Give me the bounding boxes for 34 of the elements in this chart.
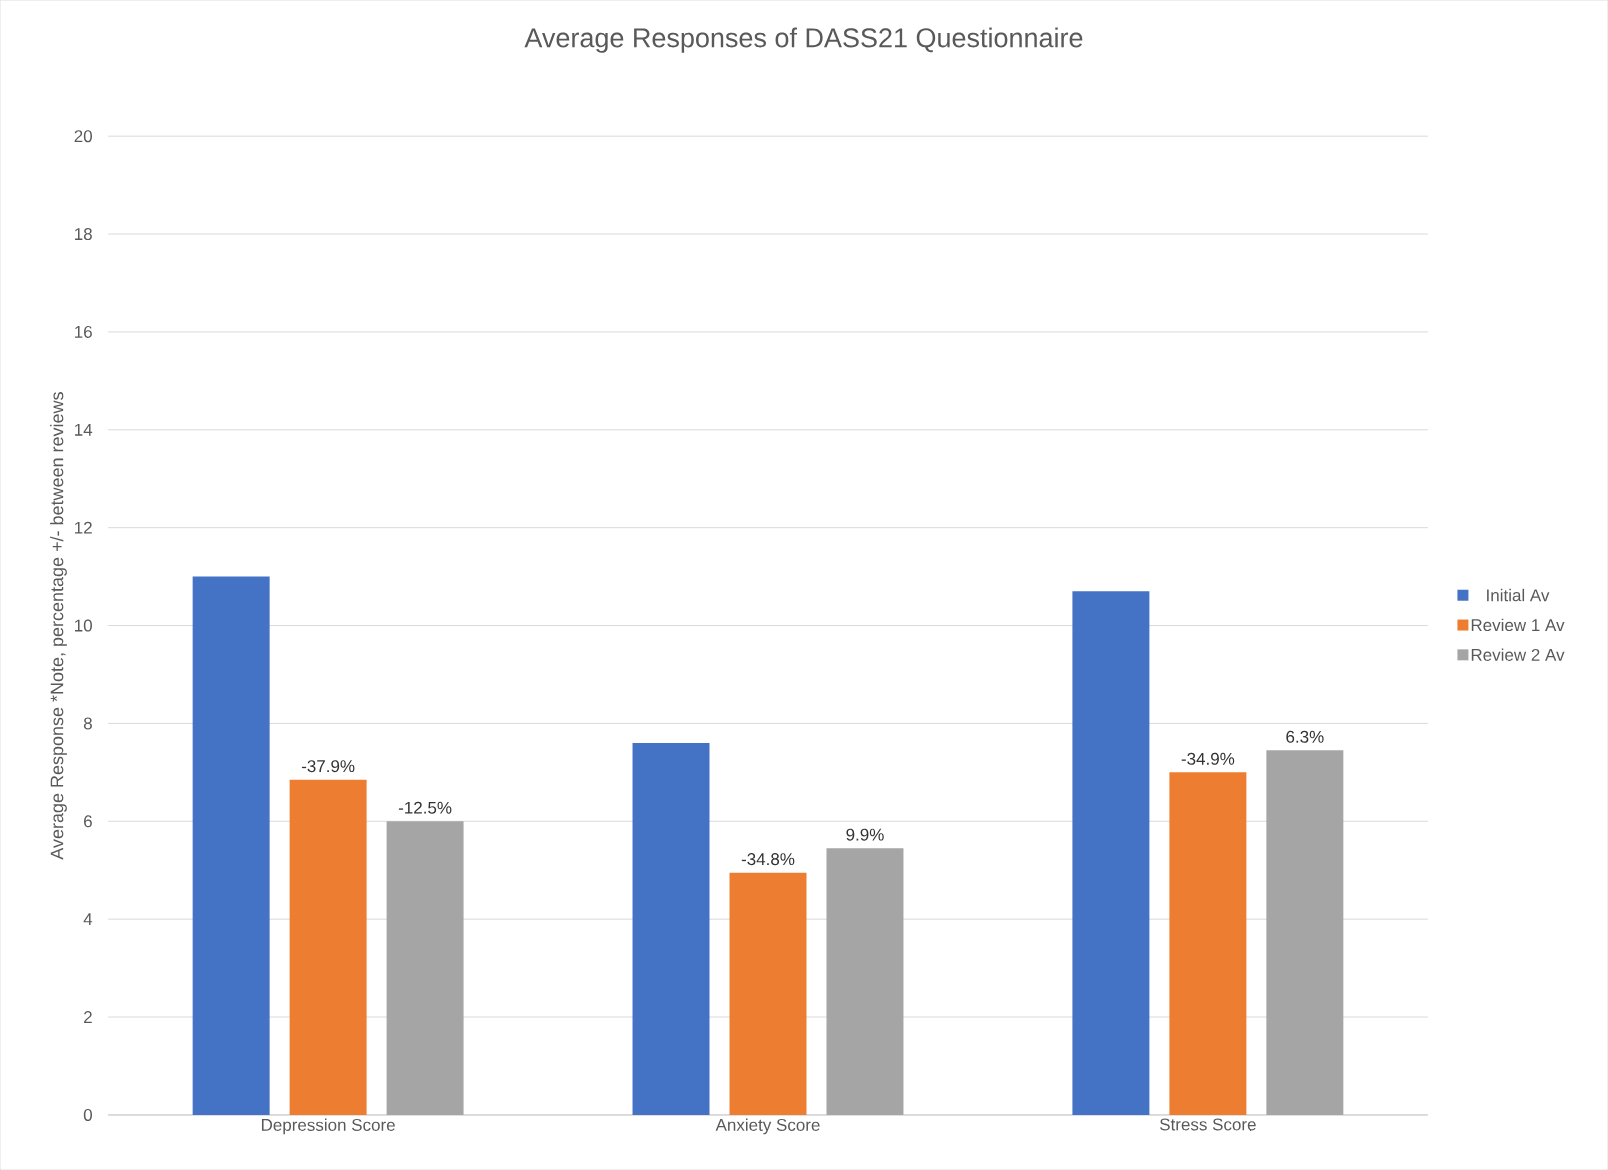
bar <box>826 848 904 1115</box>
y-tick-label: 18 <box>75 227 92 241</box>
x-tick-label: Anxiety Score <box>715 1118 820 1135</box>
bar <box>289 779 367 1115</box>
bar <box>192 576 270 1115</box>
y-tick-label: 16 <box>75 325 92 338</box>
annotation: -34.9% <box>1181 752 1235 765</box>
y-tick-label: 20 <box>74 130 92 143</box>
annotation: -12.5% <box>398 801 452 814</box>
annotation: 9.9% <box>846 828 884 841</box>
y-axis-title: Average Response *Note, percentage +/- between reviews <box>50 392 67 860</box>
legend-label: Initial Av <box>1487 588 1550 602</box>
y-tick-label: 2 <box>84 1011 92 1023</box>
annotation: 6.3% <box>1286 730 1324 743</box>
annotation: -34.8% <box>741 853 795 866</box>
y-tick-label: 10 <box>75 619 92 632</box>
legend-label: Review 1 Av <box>1471 618 1565 632</box>
annotation: -37.9% <box>301 760 355 773</box>
y-tick-label: 12 <box>75 521 92 534</box>
chart-title: Average Responses of DASS21 Questionnaire <box>524 27 1083 53</box>
bar <box>386 821 464 1115</box>
x-tick-label: Depression Score <box>261 1118 395 1135</box>
y-tick-label: 4 <box>83 913 93 925</box>
x-tick-label: Stress Score <box>1160 1118 1256 1131</box>
bar <box>1072 591 1150 1115</box>
legend-label: Review 2 Av <box>1471 648 1565 661</box>
y-tick-label: 0 <box>83 1108 92 1121</box>
bar <box>632 742 710 1115</box>
bar <box>1266 750 1344 1115</box>
bar <box>729 872 807 1115</box>
y-tick-label: 14 <box>75 423 93 436</box>
bar <box>1169 772 1247 1115</box>
y-tick-label: 6 <box>84 815 92 828</box>
y-tick-label: 8 <box>83 717 92 730</box>
